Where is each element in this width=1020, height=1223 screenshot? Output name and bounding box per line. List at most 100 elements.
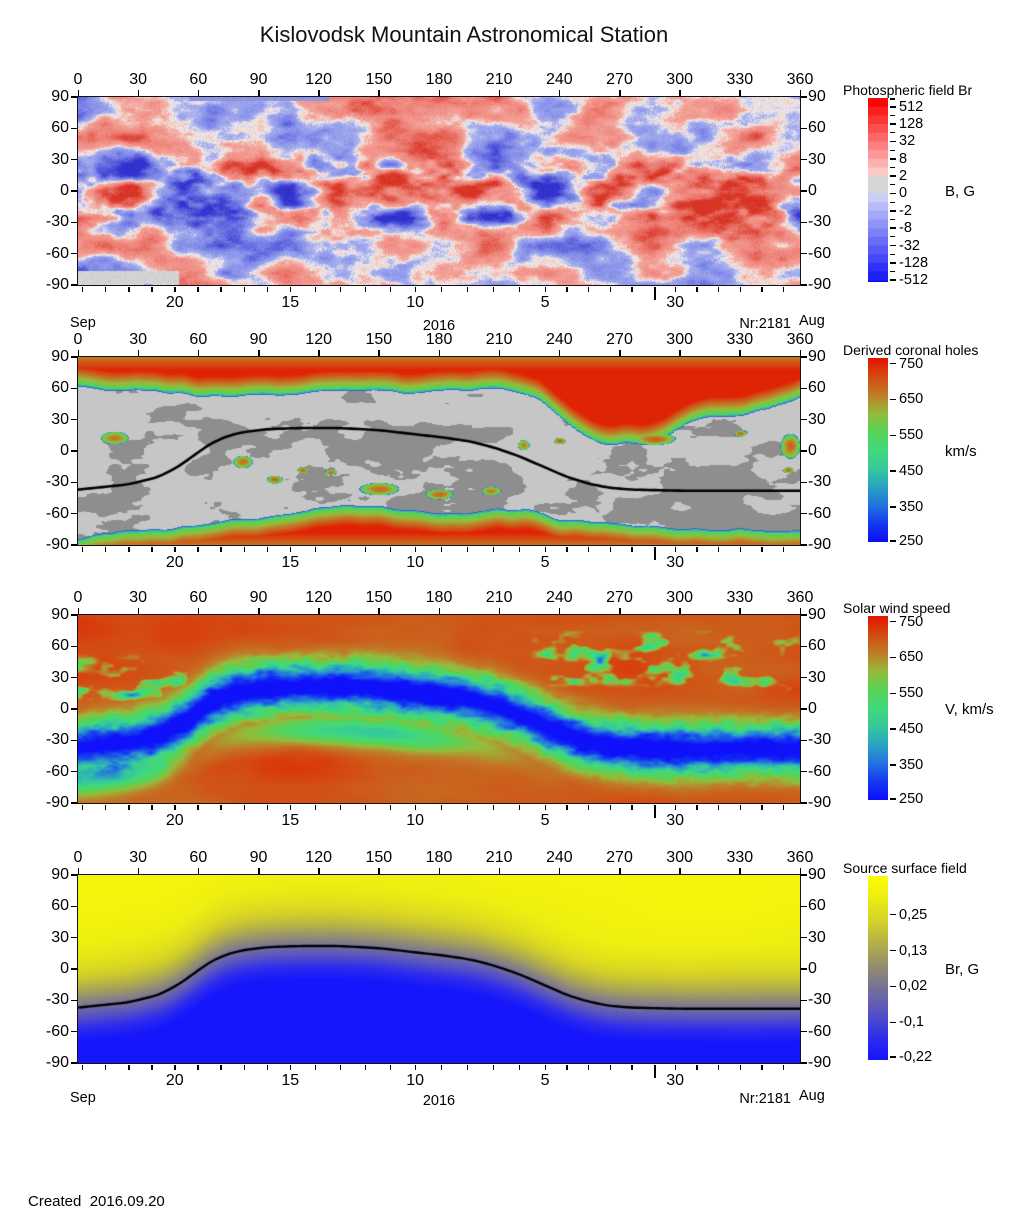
date-day-tick	[674, 547, 677, 552]
source-surface-field-canvas	[77, 874, 800, 1063]
date-day-tick	[609, 547, 612, 552]
x-axis-tick-label: 330	[726, 849, 754, 866]
created-date-label: Created 2016.09.20	[28, 1193, 165, 1210]
date-day-tick	[104, 287, 107, 292]
y-axis-tick-label-left: 60	[51, 119, 69, 137]
date-day-tick	[717, 1065, 720, 1070]
date-day-tick	[389, 547, 392, 552]
y-axis-tick-right	[801, 127, 807, 130]
date-tick-label: 20	[165, 554, 184, 571]
colorbar-tick	[890, 656, 896, 659]
x-axis-tick-label: 90	[249, 589, 268, 606]
y-axis-tick-right	[801, 544, 807, 546]
colorbar-tick	[890, 1021, 896, 1024]
y-axis-tick-label-right: 60	[808, 379, 826, 397]
date-day-tick	[174, 805, 176, 810]
colorbar-minor-tick	[890, 149, 895, 151]
colorbar-tick	[890, 158, 896, 160]
colorbar-tick-label: 0,02	[899, 978, 928, 995]
date-day-tick	[696, 287, 698, 292]
x-axis-tick-label: 300	[666, 71, 694, 88]
y-axis-tick-label-left: 0	[60, 700, 69, 717]
y-axis-tick-label-right: 0	[808, 182, 817, 199]
date-day-tick	[782, 1065, 785, 1070]
date-day-tick	[314, 547, 317, 552]
date-day-tick	[128, 805, 130, 810]
colorbar-tick-label: -32	[899, 237, 920, 254]
month-boundary-tick	[654, 805, 656, 818]
date-day-tick	[566, 1065, 568, 1070]
y-axis-tick-label-right: 30	[808, 668, 826, 686]
colorbar-tick-label: 650	[899, 391, 924, 408]
unit-label-br-g: Br, G	[945, 961, 980, 978]
colorbar-minor-tick	[890, 253, 895, 255]
date-day-tick	[717, 805, 720, 810]
colorbar-wind-speed	[868, 616, 888, 800]
date-day-tick	[631, 547, 633, 552]
colorbar-tick-label: 0	[899, 185, 908, 202]
date-day-tick	[81, 1065, 84, 1070]
colorbar-tick	[890, 764, 896, 766]
y-axis-tick-right	[801, 936, 807, 939]
date-day-tick	[544, 805, 547, 810]
date-day-tick	[492, 547, 495, 552]
date-day-tick	[739, 1065, 742, 1070]
date-day-tick	[289, 287, 292, 292]
x-axis-tick-label: 180	[425, 849, 453, 866]
x-axis-tick-label: 240	[545, 71, 573, 88]
y-axis-tick-right	[801, 1030, 807, 1033]
date-day-tick	[81, 287, 84, 292]
y-axis-tick-label-left: 0	[60, 182, 69, 199]
date-day-tick	[104, 805, 107, 810]
date-day-tick	[696, 1065, 698, 1070]
date-tick-label: 10	[406, 1072, 425, 1089]
y-axis-tick-label-right: 60	[808, 119, 826, 137]
date-day-tick	[81, 805, 84, 810]
y-axis-tick-label-left: 90	[51, 606, 69, 623]
date-day-tick	[466, 547, 469, 552]
month-boundary-tick	[654, 287, 656, 300]
month-boundary-tick	[654, 1065, 656, 1078]
x-axis-tick-label: 0	[73, 71, 83, 88]
x-axis-tick-label: 210	[485, 589, 513, 606]
colorbar-tick	[890, 398, 896, 401]
y-axis-tick-label-left: 0	[60, 442, 69, 459]
y-axis-tick-right	[801, 450, 807, 452]
date-tick-label: 20	[165, 1072, 184, 1089]
date-day-tick	[364, 287, 367, 292]
y-axis-tick-right	[801, 802, 807, 804]
x-axis-tick-label: 60	[189, 589, 208, 606]
y-axis-tick-right	[801, 356, 807, 358]
colorbar-tick-label: 450	[899, 721, 924, 738]
y-axis-tick-label-left: 30	[51, 668, 69, 686]
y-axis-tick-label-left: -90	[45, 1054, 69, 1071]
colorbar-tick-label: 550	[899, 427, 924, 444]
date-day-tick	[414, 805, 417, 810]
colorbar-tick-label: -8	[899, 220, 912, 237]
x-axis-tick-label: 330	[726, 589, 754, 606]
date-tick-label: 15	[281, 1072, 300, 1089]
solar-wind-speed-map	[76, 613, 801, 804]
date-day-tick	[518, 287, 521, 292]
x-axis-tick-label: 150	[365, 589, 393, 606]
coronal-holes-map	[76, 355, 801, 546]
x-axis-tick-label: 210	[485, 71, 513, 88]
date-day-tick	[220, 1065, 222, 1070]
y-axis-tick-label-right: 30	[808, 928, 826, 946]
source-surface-field-map	[76, 873, 801, 1064]
y-axis-tick-label-right: -90	[808, 536, 832, 553]
y-axis-tick-label-right: -90	[808, 1054, 832, 1071]
y-axis-tick-label-left: 60	[51, 637, 69, 655]
date-day-tick	[243, 287, 246, 292]
date-day-tick	[466, 1065, 469, 1070]
date-day-tick	[151, 547, 153, 552]
photospheric-field-map	[76, 95, 801, 286]
colorbar-photospheric	[868, 98, 888, 282]
date-day-tick	[761, 805, 763, 810]
date-day-tick	[492, 287, 495, 292]
y-axis-tick-label-left: -30	[45, 731, 69, 749]
date-day-tick	[243, 805, 246, 810]
x-axis-tick-label: 360	[786, 589, 814, 606]
y-axis-tick-right	[801, 770, 807, 773]
x-axis-tick-label: 270	[606, 589, 633, 606]
